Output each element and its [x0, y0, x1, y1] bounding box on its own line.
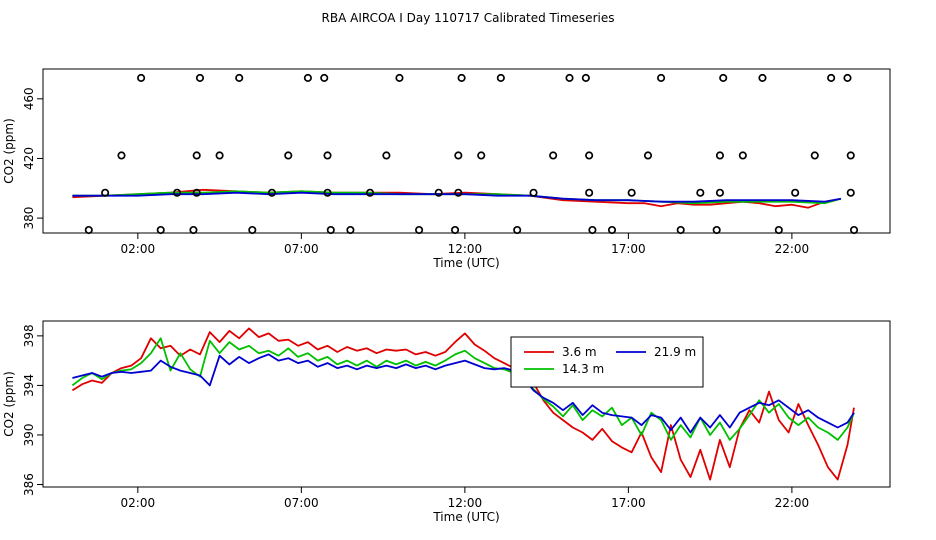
data-point	[415, 225, 424, 235]
data-point	[715, 188, 724, 197]
x-tick-label: 02:00	[121, 242, 156, 256]
data-point	[382, 151, 391, 160]
data-point	[248, 225, 257, 235]
data-point	[565, 73, 574, 82]
legend-box	[510, 336, 704, 388]
chart-title: RBA AIRCOA I Day 110717 Calibrated Times…	[322, 11, 615, 25]
data-point	[451, 225, 460, 235]
data-point	[117, 151, 126, 160]
x-tick-label: 07:00	[284, 242, 319, 256]
data-point	[738, 151, 747, 160]
data-point	[827, 73, 836, 82]
data-point	[643, 151, 653, 160]
data-point	[137, 73, 146, 82]
x-tick-label: 22:00	[775, 242, 810, 256]
data-point	[323, 188, 332, 197]
data-point	[84, 225, 93, 235]
data-point	[195, 73, 205, 82]
data-point	[303, 73, 312, 82]
data-point	[585, 188, 594, 197]
x-tick-label: 17:00	[611, 496, 646, 510]
data-point	[101, 188, 110, 197]
data-point	[774, 225, 783, 235]
top-panel: 02:00 07:00 12:00 17:00 22:00 380 420 460 Time (…	[2, 68, 891, 270]
data-point	[696, 188, 705, 197]
data-point	[627, 188, 636, 197]
data-point	[454, 151, 463, 160]
data-point	[235, 73, 244, 82]
data-point	[173, 188, 182, 197]
y-axis-label: CO2 (ppm)	[2, 371, 16, 437]
y-tick-label: 460	[22, 87, 36, 110]
x-axis-label: Time (UTC)	[432, 256, 499, 270]
data-point	[549, 151, 558, 160]
data-point	[365, 188, 375, 197]
data-point	[810, 151, 819, 160]
data-point	[189, 225, 198, 235]
data-point	[326, 225, 335, 235]
y-tick-label: 386	[22, 473, 36, 496]
x-axis-label: Time (UTC)	[432, 510, 499, 524]
data-point	[215, 151, 224, 160]
data-point	[607, 225, 617, 235]
data-point	[284, 151, 293, 160]
data-point	[849, 225, 859, 235]
data-point	[323, 151, 332, 160]
bottom-panel: 02:00 07:00 12:00 17:00 22:00 386 390 394 398 Tim…	[2, 320, 891, 524]
series-line-green	[71, 337, 855, 441]
x-tick-label: 12:00	[448, 496, 483, 510]
data-point	[846, 151, 855, 160]
data-point	[657, 73, 666, 82]
data-point	[712, 225, 721, 235]
data-point	[529, 188, 538, 197]
y-tick-label: 394	[22, 374, 36, 397]
data-point	[585, 151, 594, 160]
data-point	[156, 225, 165, 235]
data-point	[477, 151, 486, 160]
data-point	[267, 188, 276, 197]
x-tick-label: 12:00	[448, 242, 483, 256]
data-point	[457, 73, 466, 82]
x-tick-label: 17:00	[611, 242, 646, 256]
data-point	[676, 225, 685, 235]
y-axis-label: CO2 (ppm)	[2, 118, 16, 184]
x-tick-label: 07:00	[284, 496, 319, 510]
legend-label: 3.6 m	[562, 345, 597, 359]
data-point	[846, 188, 855, 197]
series-line-red	[71, 327, 855, 481]
y-tick-label: 390	[22, 424, 36, 447]
data-point	[588, 225, 597, 235]
x-tick-label: 22:00	[775, 496, 810, 510]
legend-label: 14.3 m	[562, 362, 604, 376]
legend: 3.6 m 21.9 m 14.3 m	[510, 336, 704, 388]
data-point	[715, 151, 724, 160]
series-line-blue	[72, 191, 842, 203]
data-point	[395, 73, 404, 82]
data-point	[192, 188, 201, 197]
series-line-blue	[72, 353, 855, 434]
plot-frame	[42, 320, 891, 488]
data-point	[454, 188, 463, 197]
data-point	[719, 73, 728, 82]
y-tick-label: 380	[22, 207, 36, 230]
data-point	[513, 225, 522, 235]
legend-label: 21.9 m	[654, 345, 696, 359]
data-point	[192, 151, 201, 160]
data-point	[496, 73, 505, 82]
y-tick-label: 420	[22, 147, 36, 170]
data-point	[843, 73, 852, 82]
x-tick-label: 02:00	[121, 496, 156, 510]
data-point	[581, 73, 590, 82]
y-tick-label: 398	[22, 324, 36, 347]
data-point	[346, 225, 355, 235]
data-point	[791, 188, 800, 197]
plot-frame	[42, 68, 891, 234]
data-point	[320, 73, 329, 82]
data-point	[758, 73, 767, 82]
data-point	[434, 188, 443, 197]
